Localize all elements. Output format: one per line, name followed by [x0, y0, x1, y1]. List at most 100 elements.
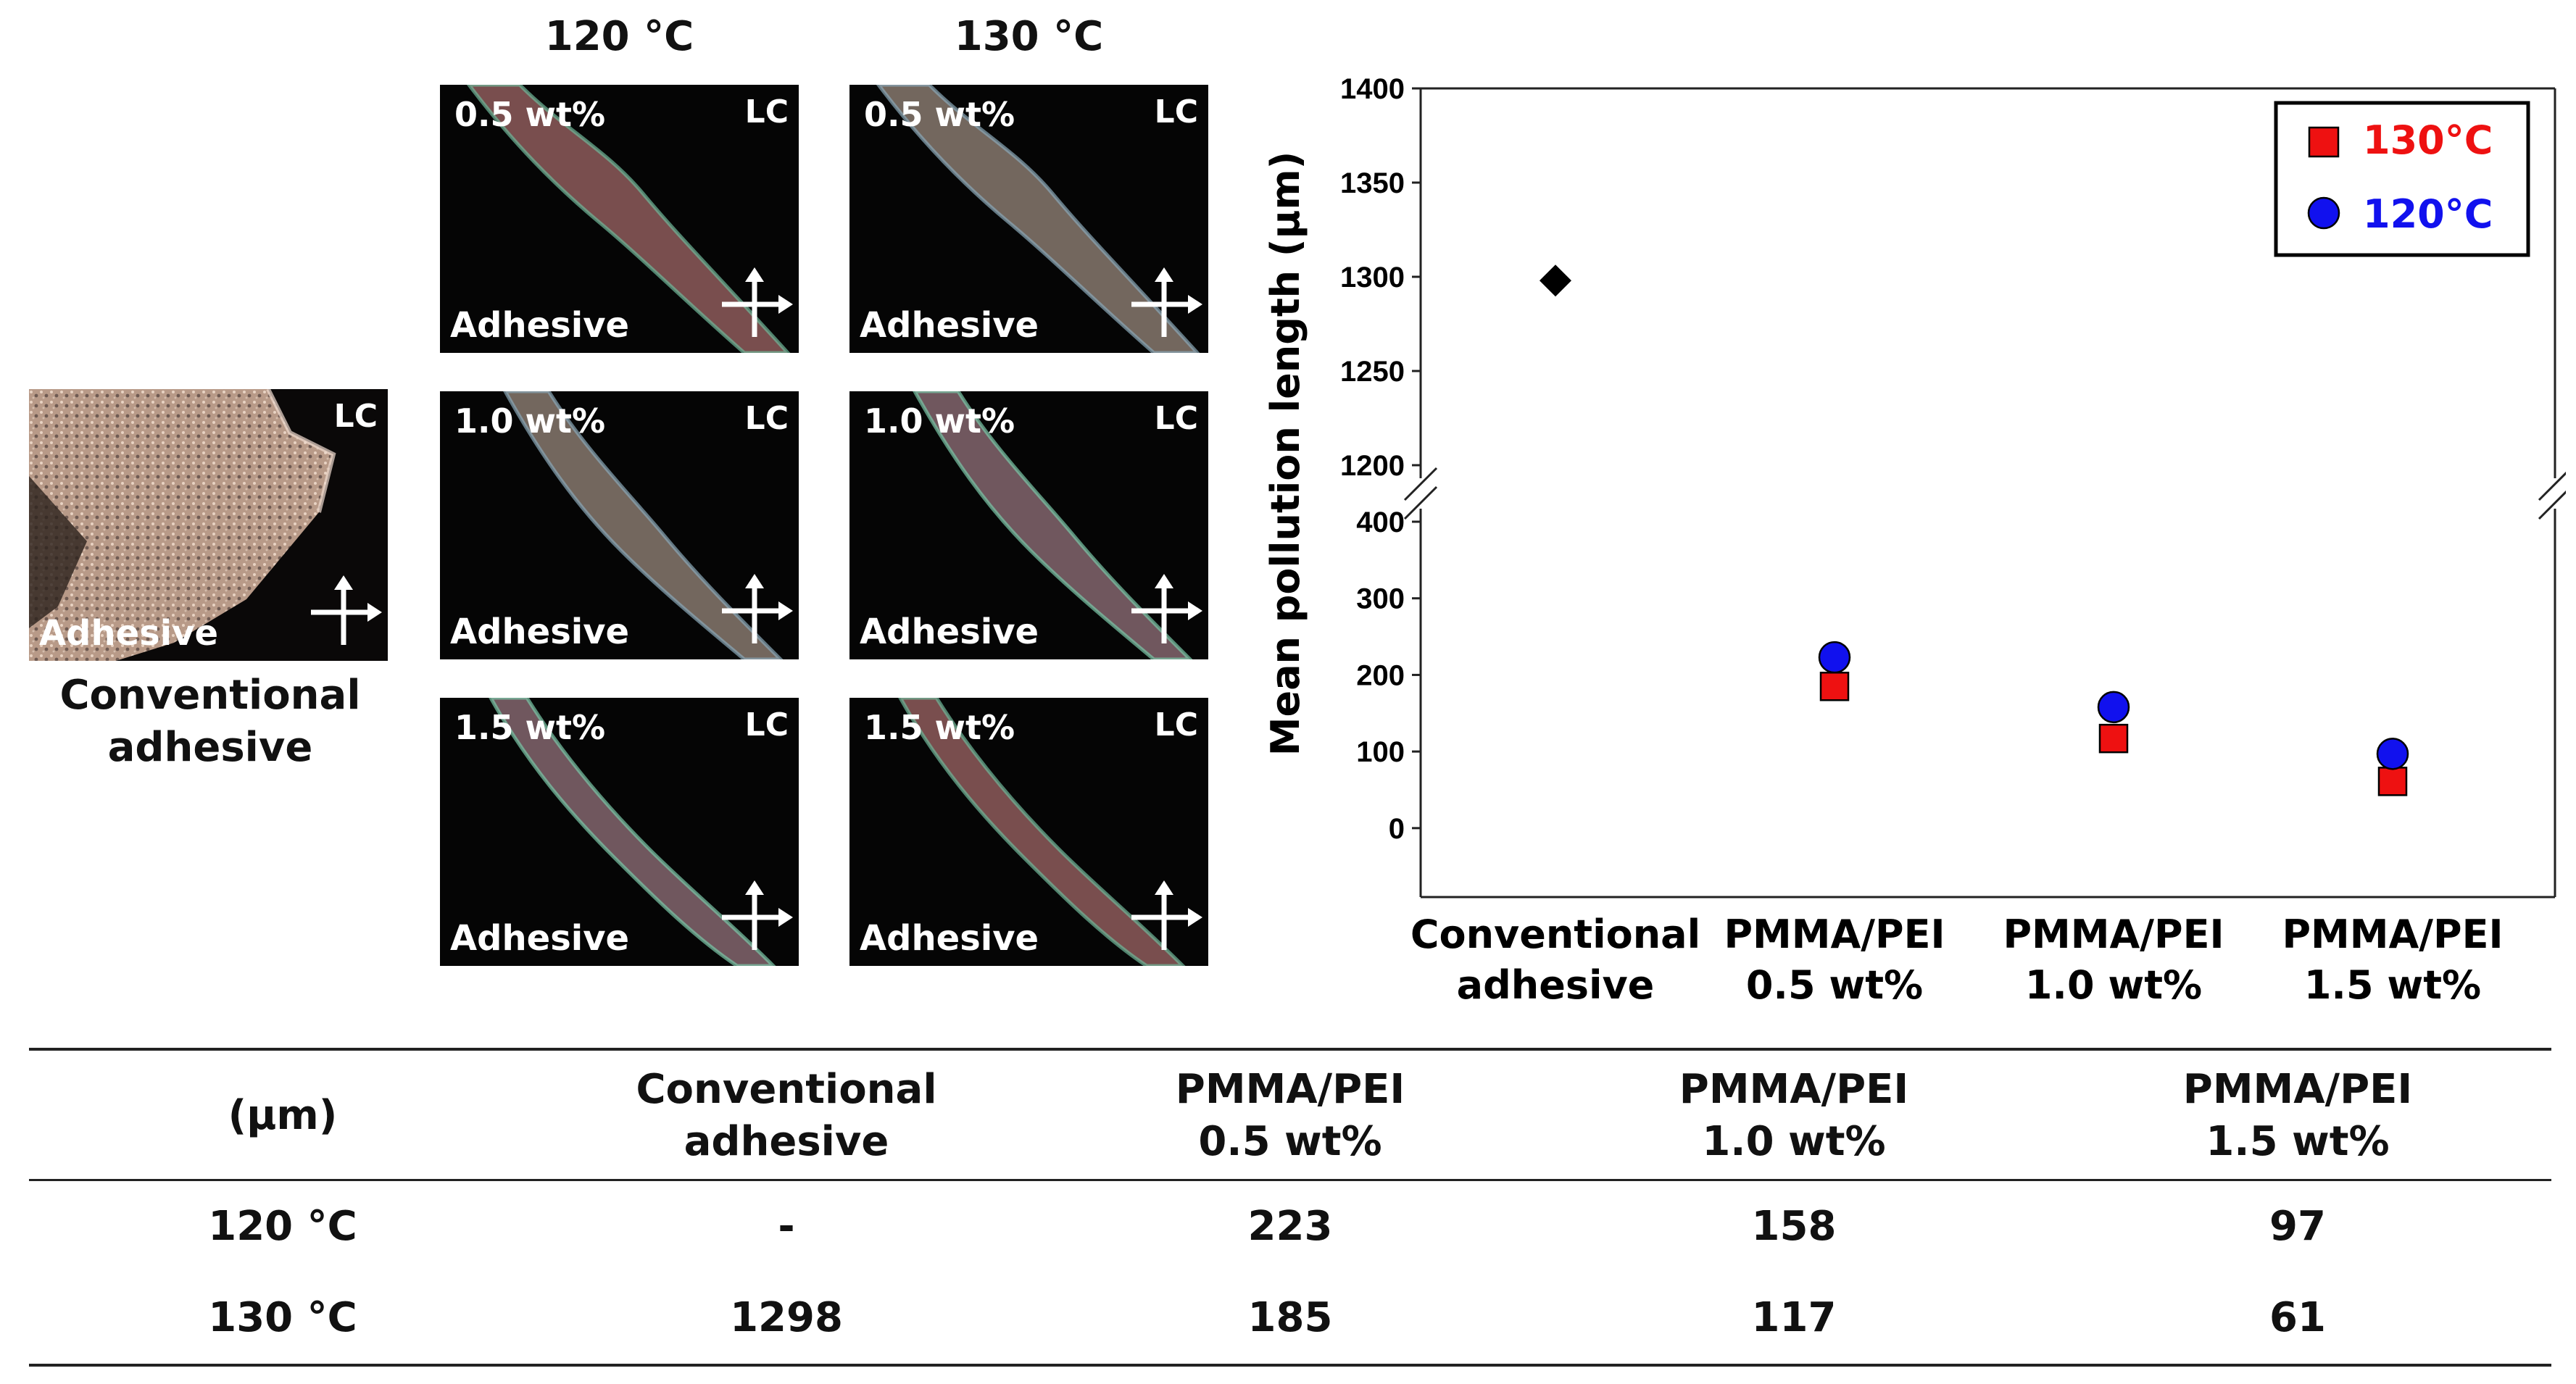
lc-label: LC — [333, 398, 378, 435]
table-cell: 223 — [1247, 1203, 1333, 1250]
polarizer-cross-icon — [1131, 880, 1202, 950]
caption-line2: adhesive — [107, 724, 313, 771]
y-tick-label: 1200 — [1340, 450, 1405, 482]
pollution-length-chart: 1200 1250 1300 1350 1400 0 100 200 300 400 Conven… — [1263, 73, 2566, 1008]
x-category-label-line1: Conventional — [1410, 912, 1700, 957]
table-bottom-rule — [29, 1364, 2551, 1367]
micrograph-120-2: 1.0 wt% LC Adhesive — [440, 391, 799, 659]
y-tick-label: 300 — [1356, 583, 1405, 615]
lc-label: LC — [1154, 400, 1198, 437]
micrograph-texture — [440, 391, 799, 659]
legend: 130°C 120°C — [2274, 101, 2530, 257]
lc-label: LC — [1154, 706, 1198, 743]
table-top-rule — [29, 1048, 2551, 1051]
table-cell: 1298 — [730, 1294, 843, 1341]
polarizer-cross-icon — [722, 880, 793, 950]
table-row-label: 120 °C — [208, 1203, 357, 1250]
concentration-label: 1.0 wt% — [864, 401, 1015, 441]
micrograph-texture — [849, 391, 1208, 659]
x-category-label-line2: 0.5 wt% — [1746, 962, 1923, 1008]
data-point-square — [1819, 672, 1850, 701]
legend-label-120: 120°C — [2363, 191, 2493, 237]
y-tick-label: 400 — [1356, 507, 1405, 538]
header-line2: 1.0 wt% — [1702, 1118, 1886, 1165]
column-header-120: 120 °C — [544, 13, 694, 60]
concentration-label: 1.0 wt% — [454, 401, 606, 441]
data-points — [1540, 264, 2409, 796]
table-row-label: 130 °C — [208, 1294, 357, 1341]
data-point-circle — [2097, 691, 2130, 724]
x-categories: Conventional adhesive PMMA/PEI 0.5 wt% PMMA/… — [1410, 912, 2504, 1008]
column-header-130: 130 °C — [954, 13, 1104, 60]
table-header-rule — [29, 1179, 2551, 1181]
adhesive-label: Adhesive — [450, 305, 630, 346]
y-axis-label: Mean pollution length (μm) — [1263, 151, 1308, 756]
table-cell: 117 — [1751, 1294, 1837, 1341]
axis-break-mark — [2538, 490, 2566, 520]
adhesive-label: Adhesive — [39, 613, 219, 654]
x-category-label-line1: PMMA/PEI — [1724, 912, 1945, 957]
adhesive-label: Adhesive — [860, 918, 1039, 959]
micrograph-texture — [440, 85, 799, 353]
concentration-label: 1.5 wt% — [864, 708, 1015, 747]
y-tick-label: 0 — [1389, 813, 1405, 845]
micrograph-130-1: 0.5 wt% LC Adhesive — [849, 85, 1208, 353]
adhesive-label: Adhesive — [450, 918, 630, 959]
table-cell: 61 — [2269, 1294, 2326, 1341]
header-line1: Conventional — [636, 1066, 937, 1113]
y-tick-label: 1350 — [1340, 167, 1405, 199]
conventional-adhesive-caption: Conventional adhesive — [29, 670, 391, 774]
micrograph-conventional: LC Adhesive — [29, 389, 388, 661]
header-line2: adhesive — [684, 1118, 889, 1165]
x-category-label-line1: PMMA/PEI — [2282, 912, 2503, 957]
axis-break-mark — [2538, 471, 2566, 501]
micrograph-texture — [849, 698, 1208, 966]
adhesive-label: Adhesive — [860, 612, 1039, 652]
table-header-0: Conventional adhesive — [569, 1064, 1004, 1168]
adhesive-label: Adhesive — [450, 612, 630, 652]
micrograph-120-3: 1.5 wt% LC Adhesive — [440, 698, 799, 966]
data-point-square — [2377, 767, 2408, 796]
table-unit-header: (μm) — [228, 1092, 338, 1139]
micrograph-130-3: 1.5 wt% LC Adhesive — [849, 698, 1208, 966]
header-line1: PMMA/PEI — [2182, 1066, 2413, 1113]
table-header-2: PMMA/PEI 1.0 wt% — [1576, 1064, 2011, 1168]
data-point-square — [2098, 723, 2129, 754]
polarizer-cross-icon — [722, 267, 793, 337]
axis-break-mark — [1403, 485, 1438, 520]
lc-label: LC — [1154, 93, 1198, 130]
data-point-circle — [2376, 738, 2409, 770]
table-header-3: PMMA/PEI 1.5 wt% — [2080, 1064, 2515, 1168]
polarizer-cross-icon — [311, 575, 382, 645]
polarizer-cross-icon — [1131, 574, 1202, 643]
concentration-label: 0.5 wt% — [864, 95, 1015, 134]
y-tick-label: 1250 — [1340, 356, 1405, 388]
y-ticks: 1200 1250 1300 1350 1400 0 100 200 300 400 — [1340, 73, 1421, 845]
legend-marker-square — [2308, 126, 2340, 158]
axis-break-mark — [1403, 467, 1438, 501]
legend-marker-circle — [2307, 196, 2340, 230]
micrograph-130-2: 1.0 wt% LC Adhesive — [849, 391, 1208, 659]
caption-line1: Conventional — [59, 672, 361, 719]
y-tick-label: 1400 — [1340, 73, 1405, 105]
data-point-diamond — [1540, 264, 1571, 297]
table-cell: 158 — [1751, 1203, 1837, 1250]
x-category-label-line2: 1.0 wt% — [2025, 962, 2202, 1008]
data-point-circle — [1818, 641, 1851, 674]
micrograph-120-1: 0.5 wt% LC Adhesive — [440, 85, 799, 353]
header-line1: PMMA/PEI — [1679, 1066, 1909, 1113]
micrograph-texture — [29, 389, 388, 661]
y-tick-label: 200 — [1356, 659, 1405, 691]
concentration-label: 1.5 wt% — [454, 708, 606, 747]
lc-label: LC — [744, 706, 789, 743]
y-tick-label: 1300 — [1340, 262, 1405, 293]
lc-label: LC — [744, 400, 789, 437]
x-category-label-line2: adhesive — [1457, 962, 1655, 1008]
micrograph-texture — [440, 698, 799, 966]
header-line2: 1.5 wt% — [2206, 1118, 2390, 1165]
x-category-label-line1: PMMA/PEI — [2003, 912, 2224, 957]
y-tick-label: 100 — [1356, 736, 1405, 768]
legend-label-130: 130°C — [2363, 117, 2493, 163]
header-line1: PMMA/PEI — [1175, 1066, 1405, 1113]
lc-label: LC — [744, 93, 789, 130]
